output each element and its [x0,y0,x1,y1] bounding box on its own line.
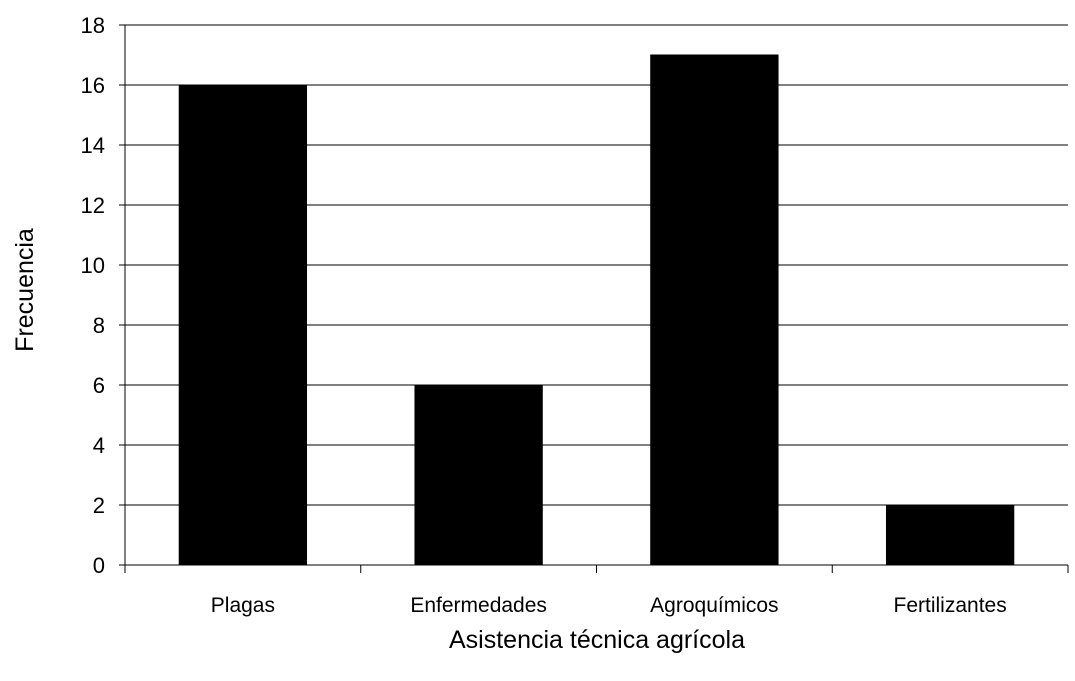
x-tick-label-1: Enfermedades [410,594,547,617]
y-tick-labels: 0 2 4 6 8 10 12 14 16 18 [81,13,105,578]
y-tick-label-4: 4 [93,433,105,458]
bar-plagas [178,84,308,566]
y-tick-label-8: 8 [93,313,105,338]
y-tick-label-16: 16 [81,73,105,98]
y-tick-label-6: 6 [93,373,105,398]
bars [178,54,1015,566]
y-tick-label-18: 18 [81,13,105,38]
bar-enfermedades [414,384,543,566]
axes [119,24,1069,573]
y-axis-title: Frecuencia [11,228,39,352]
bar-fertilizantes [885,504,1015,566]
x-axis-title: Asistencia técnica agrícola [449,626,745,654]
x-tick-label-0: Plagas [211,594,275,617]
y-tick-label-12: 12 [81,193,105,218]
x-tick-label-3: Fertilizantes [894,594,1007,617]
y-tick-label-2: 2 [93,493,105,518]
x-tick-labels: Plagas Enfermedades Agroquímicos Fertilizan… [211,594,1007,617]
y-tick-label-10: 10 [81,253,105,278]
y-tick-label-14: 14 [81,133,105,158]
bar-agroquímicos [650,54,779,566]
y-tick-label-0: 0 [93,553,105,578]
x-tick-label-2: Agroquímicos [650,594,778,617]
